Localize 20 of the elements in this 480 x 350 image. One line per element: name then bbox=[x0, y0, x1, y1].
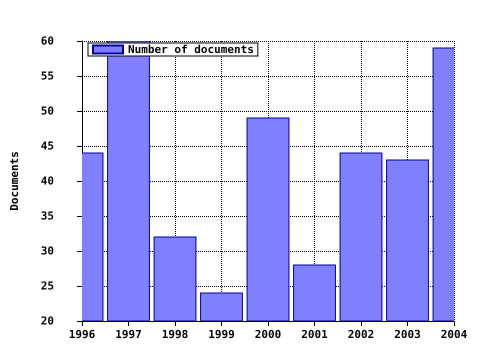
x-tick-label: 2004 bbox=[440, 328, 468, 341]
legend-label: Number of documents bbox=[128, 43, 254, 56]
y-tick-label: 20 bbox=[40, 314, 54, 328]
y-tick-label: 50 bbox=[40, 104, 54, 118]
y-axis-title: Documents bbox=[8, 151, 21, 211]
y-tick-label: 25 bbox=[40, 280, 54, 292]
y-tick-label: 35 bbox=[40, 210, 54, 222]
x-tick-label: 2002 bbox=[348, 328, 374, 341]
x-tick-label: 1998 bbox=[162, 328, 188, 341]
x-tick-label: 2001 bbox=[301, 328, 328, 341]
x-tick-label: 1997 bbox=[115, 328, 142, 341]
x-tick-label: 1999 bbox=[208, 328, 235, 341]
y-tick-label: 45 bbox=[40, 140, 54, 152]
x-tick-label: 2000 bbox=[254, 328, 282, 341]
y-tick-label: 40 bbox=[40, 174, 54, 188]
y-tick-label: 60 bbox=[40, 34, 54, 48]
x-tick-label: 2003 bbox=[394, 328, 421, 341]
y-tick-label: 30 bbox=[40, 244, 54, 258]
y-tick-label: 55 bbox=[40, 70, 54, 82]
x-tick-label: 1996 bbox=[68, 328, 96, 341]
